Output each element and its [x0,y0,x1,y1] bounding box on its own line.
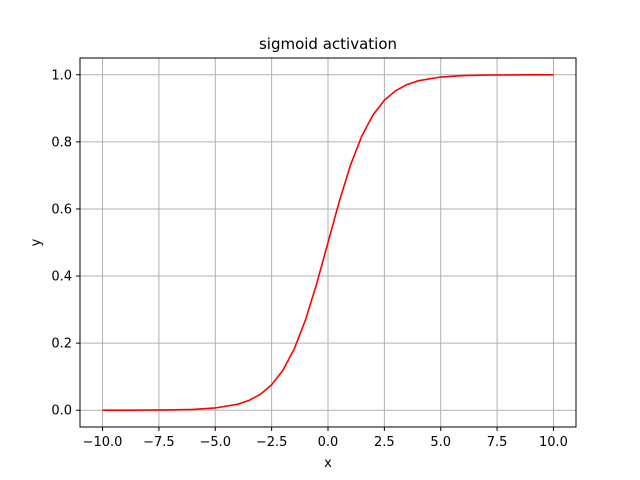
y-tick-label: 0.4 [51,270,72,285]
y-tick-label: 0.0 [51,404,72,419]
x-axis-label: x [324,456,332,471]
sigmoid-line [102,73,554,412]
chart-title: sigmoid activation [259,35,397,53]
series-layer [102,73,554,412]
x-tick-label: −2.5 [256,435,288,450]
x-tick-label: −7.5 [143,435,175,450]
x-tick-label: −5.0 [199,435,231,450]
x-tick-label: 10.0 [539,435,568,450]
y-tick-label: 0.8 [51,135,72,150]
y-tick-label: 0.2 [51,337,72,352]
y-tick-label: 1.0 [51,68,72,83]
x-tick-label: 7.5 [487,435,508,450]
x-tick-label: −10.0 [83,435,123,450]
y-tick-label: 0.6 [51,202,72,217]
x-tick-label: 5.0 [430,435,451,450]
ticks: −10.0 −7.5 −5.0 −2.5 0.0 2.5 5.0 7.5 10.0 0.0 0.2 0… [51,68,568,450]
y-axis-label: y [29,238,44,246]
x-tick-label: 0.0 [318,435,339,450]
x-tick-label: 2.5 [374,435,395,450]
